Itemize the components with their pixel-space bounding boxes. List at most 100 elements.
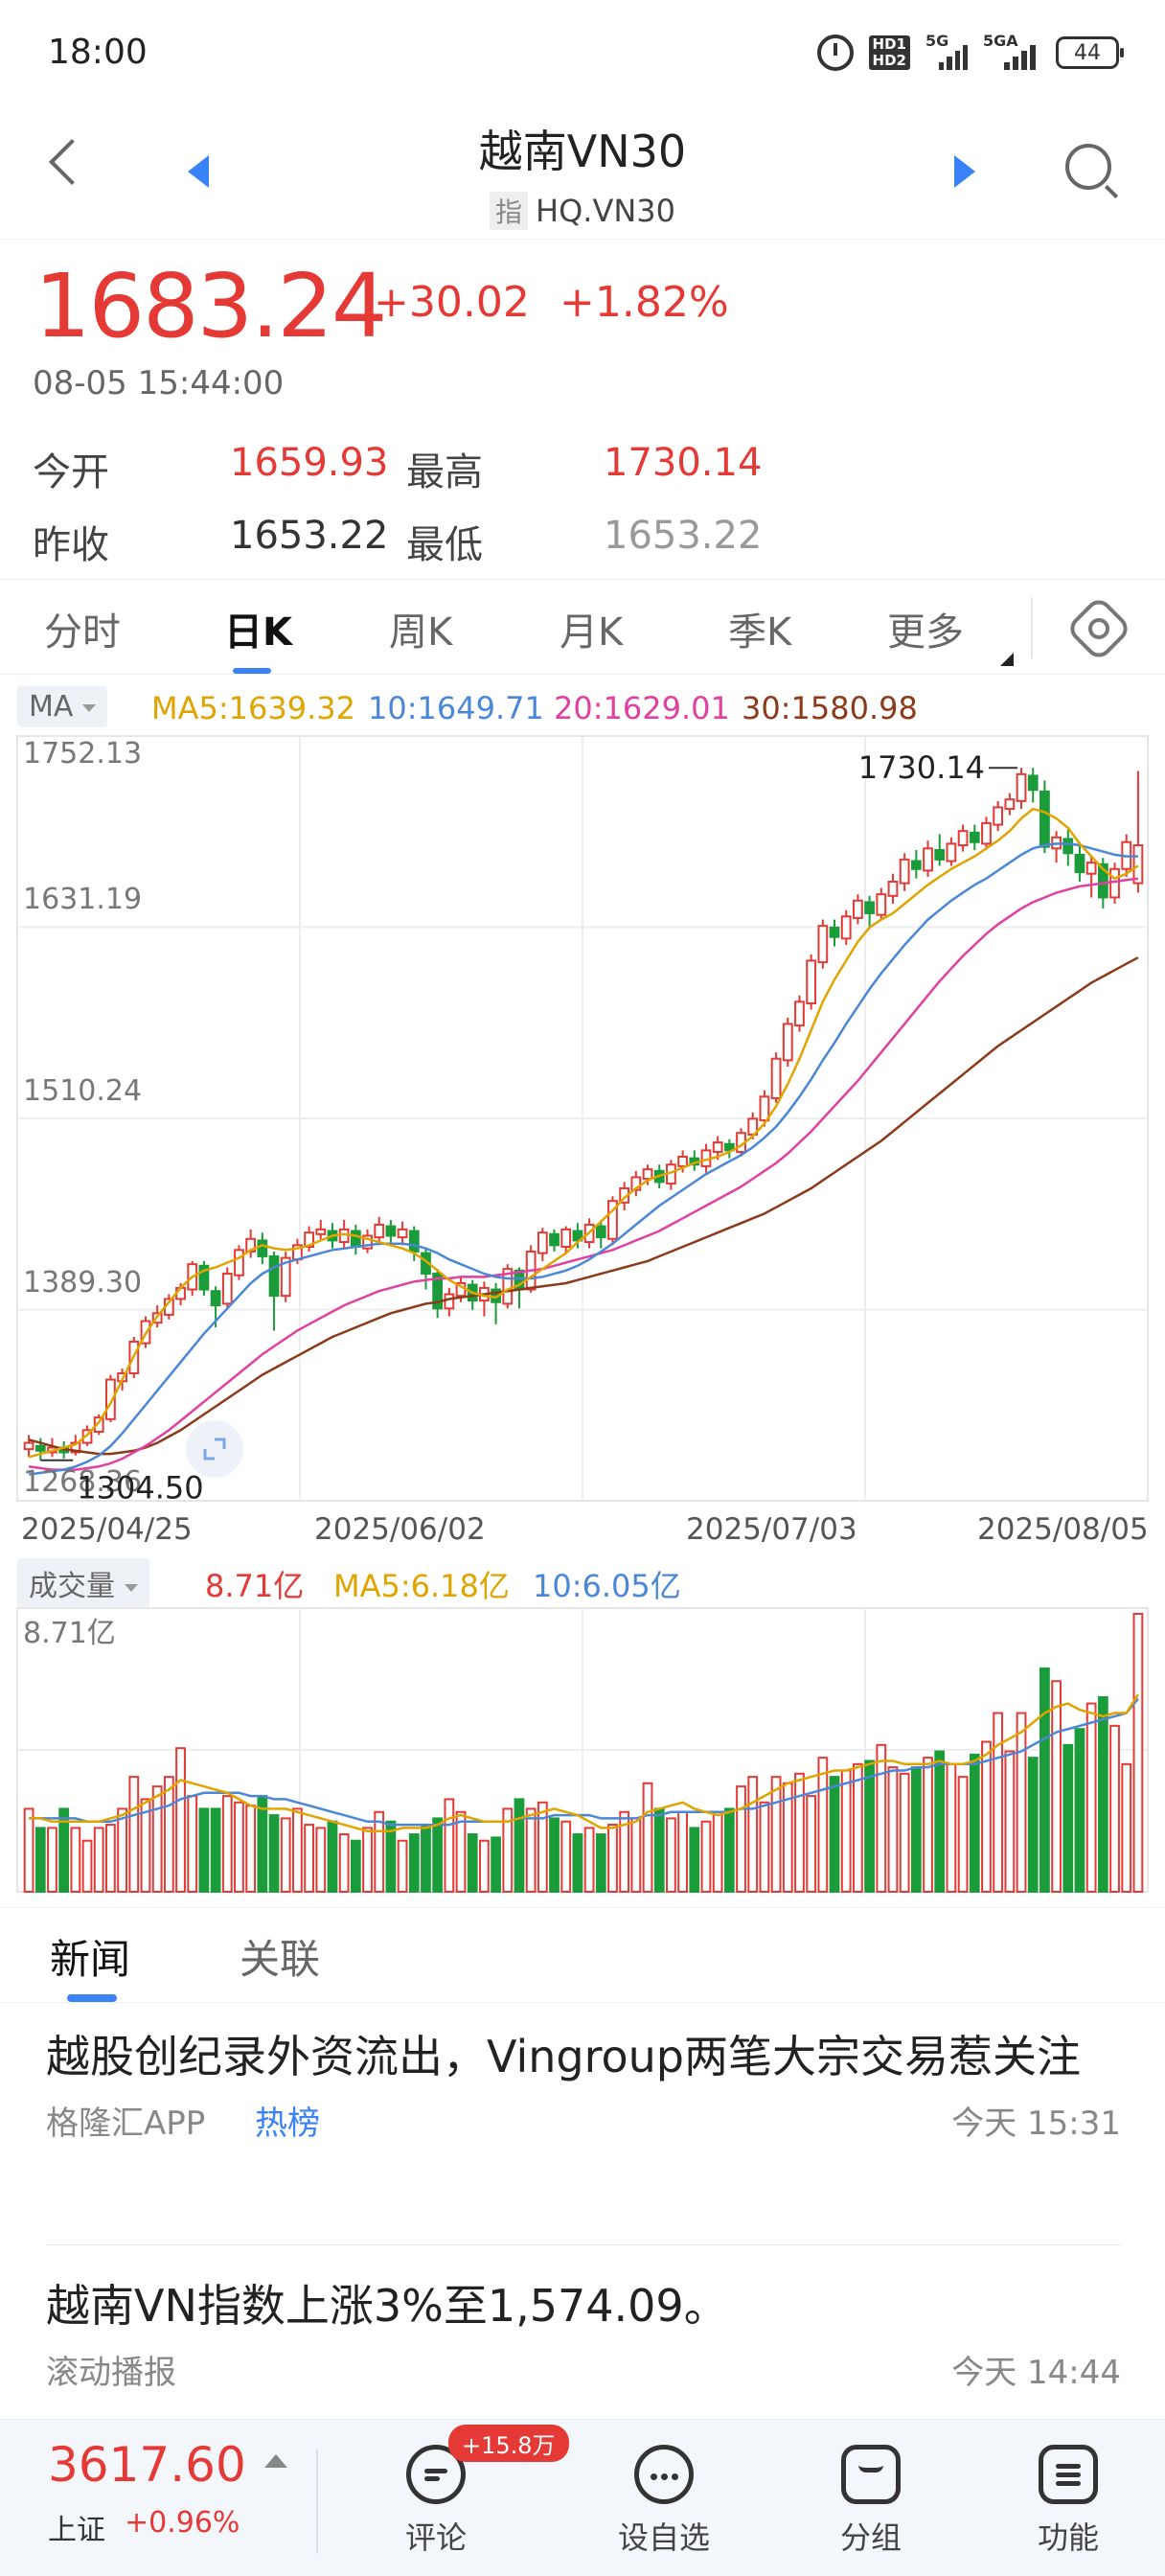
candle-body: [432, 1273, 444, 1310]
candle-body: [280, 1256, 291, 1298]
candle-body: [899, 858, 910, 885]
candle-body: [887, 880, 899, 897]
tab-news[interactable]: 新闻: [50, 1936, 131, 1983]
group-label: 分组: [839, 2519, 902, 2556]
volume-ma5-value: MA5:6.18亿: [333, 1568, 510, 1604]
ma-selector[interactable]: MA: [17, 686, 108, 727]
volume-bar: [1039, 1667, 1050, 1893]
status-bar: 18:00 HD1 HD2 5G 5GA 44: [0, 0, 1165, 105]
tab-monthly-k[interactable]: 月K: [560, 610, 624, 655]
volume-bar: [817, 1757, 829, 1893]
y-tick-label: 1752.13: [23, 737, 142, 770]
news-title: 越南VN指数上涨3%至1,574.09。: [46, 2280, 728, 2332]
volume-bar: [806, 1795, 817, 1893]
tab-quarterly-k[interactable]: 季K: [728, 610, 792, 655]
volume-bar: [234, 1801, 244, 1893]
more-dots-icon: [634, 2445, 694, 2504]
volume-bar: [408, 1833, 420, 1894]
candle-body: [993, 806, 1004, 826]
candle-body: [93, 1416, 104, 1434]
volume-bar: [619, 1810, 630, 1893]
volume-bar: [549, 1817, 560, 1893]
candle-body: [1039, 790, 1050, 848]
volume-bar: [560, 1820, 572, 1893]
news-title: 越股创纪录外资流出，Vingroup两笔大宗交易惹关注: [46, 2031, 1081, 2082]
candle-body: [549, 1232, 560, 1247]
more-corner-icon: [1000, 653, 1014, 666]
add-watchlist-label: 设自选: [617, 2519, 710, 2556]
volume-bar: [747, 1776, 759, 1893]
news-item[interactable]: 越股创纪录外资流出，Vingroup两笔大宗交易惹关注 格隆汇APP 热榜 今天…: [46, 2022, 1121, 2145]
volume-bar: [187, 1795, 198, 1893]
x-tick-label: 2025/07/03: [686, 1512, 857, 1547]
volume-bar: [81, 1839, 93, 1894]
tab-weekly-k[interactable]: 周K: [389, 610, 453, 655]
chevron-up-icon[interactable]: [264, 2454, 287, 2468]
candle-body: [806, 959, 817, 1004]
tab-divider: [1031, 597, 1033, 658]
tab-more[interactable]: 更多: [887, 610, 964, 655]
x-tick-label: 2025/08/05: [977, 1512, 1149, 1547]
news-item[interactable]: 越南VN指数上涨3%至1,574.09。 滚动播报 今天 14:44: [46, 2271, 1121, 2394]
comment-label: 评论: [404, 2519, 467, 2556]
y-tick-label: 1510.24: [23, 1074, 142, 1108]
candle-body: [969, 831, 980, 843]
tab-daily-k[interactable]: 日K: [224, 610, 292, 655]
high-value: 1730.14: [604, 441, 763, 485]
candle-body: [677, 1155, 688, 1167]
candle-body: [304, 1231, 314, 1249]
prev-stock-icon[interactable]: [188, 155, 209, 188]
ma5-value: MA5:1639.32: [151, 690, 355, 726]
volume-bar: [70, 1827, 81, 1893]
ma10-value: 10:1649.71: [368, 690, 544, 726]
candle-body: [770, 1057, 782, 1099]
volume-bar: [736, 1785, 746, 1894]
comment-button[interactable]: 评论: [364, 2445, 508, 2558]
signal-5g-icon: 5G: [925, 32, 968, 70]
comment-count-badge: +15.8万: [448, 2425, 569, 2462]
search-icon[interactable]: [1065, 144, 1111, 190]
volume-bar: [607, 1824, 618, 1893]
bottom-divider: [316, 2449, 318, 2554]
volume-selector[interactable]: 成交量: [17, 1558, 149, 1608]
volume-bar: [864, 1760, 875, 1893]
function-button[interactable]: 功能: [996, 2445, 1140, 2558]
ma5-line: [28, 807, 1139, 1459]
net2-label: 5GA: [983, 32, 1018, 50]
candle-body: [1074, 853, 1085, 874]
tab-related[interactable]: 关联: [240, 1936, 321, 1983]
candle-body: [315, 1228, 327, 1235]
volume-bar: [1109, 1724, 1120, 1893]
sh-index-price[interactable]: 3617.60: [48, 2437, 246, 2493]
chevron-down-icon: [125, 1583, 138, 1592]
volume-bar: [770, 1776, 782, 1893]
nav-bar: 越南VN30 指 HQ.VN30: [0, 105, 1165, 240]
volume-bar: [1051, 1680, 1062, 1894]
volume-bar: [128, 1776, 140, 1893]
candle-body: [923, 847, 933, 872]
low-marker-label: 1304.50: [77, 1470, 203, 1506]
kline-chart[interactable]: 1752.13 1631.19 1510.24 1389.30 1268.36 1730.…: [0, 734, 1165, 1510]
volume-ma10-value: 10:6.05亿: [533, 1568, 681, 1604]
add-watchlist-button[interactable]: 设自选: [592, 2445, 736, 2558]
volume-bar: [268, 1814, 280, 1893]
candle-body: [34, 1444, 46, 1452]
expand-chart-icon[interactable]: [186, 1420, 243, 1478]
ma20-value: 20:1629.01: [554, 690, 730, 726]
news-meta: 滚动播报 今天 14:44: [46, 2346, 1121, 2394]
index-tag: 指: [490, 192, 529, 230]
tab-intraday[interactable]: 分时: [44, 610, 121, 655]
signal-5ga-icon: 5GA: [983, 32, 1040, 70]
group-button[interactable]: 分组: [799, 2445, 943, 2558]
volume-chart[interactable]: 8.71亿: [0, 1606, 1165, 1903]
settings-icon[interactable]: [1064, 594, 1133, 663]
candle-body: [537, 1231, 548, 1254]
news-tag[interactable]: 热榜: [255, 2104, 320, 2143]
candle-body: [572, 1230, 583, 1242]
quote-time: 08-05 15:44:00: [33, 364, 285, 402]
news-meta: 格隆汇APP 热榜 今天 15:31: [46, 2097, 1121, 2145]
expand-glyph: [203, 1438, 226, 1460]
next-stock-icon[interactable]: [954, 155, 975, 188]
candle-body: [234, 1249, 244, 1276]
volume-bar: [666, 1817, 676, 1893]
